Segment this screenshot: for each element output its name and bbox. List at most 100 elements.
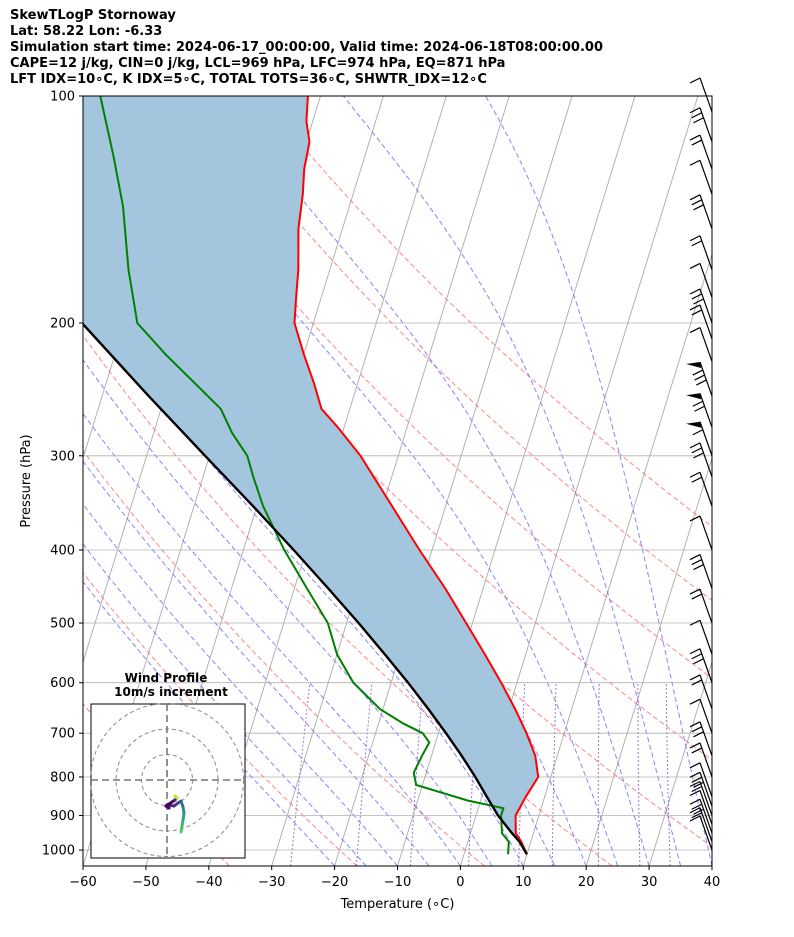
y-tick-label: 300 xyxy=(50,449,75,464)
wind-barb xyxy=(689,262,713,298)
moist-adiabat xyxy=(220,96,650,866)
wind-barb xyxy=(686,421,713,456)
moist-adiabat xyxy=(83,412,461,866)
x-tick-label: 30 xyxy=(641,875,658,890)
isotherm-line xyxy=(397,96,636,866)
wind-barb xyxy=(689,815,713,851)
wind-barb xyxy=(689,288,713,324)
wind-barb xyxy=(689,107,713,142)
wind-barb xyxy=(689,304,713,340)
mixing-ratio-line xyxy=(409,682,424,866)
mixing-ratio-line xyxy=(597,682,600,866)
wind-barb xyxy=(689,742,713,778)
wind-barb xyxy=(689,807,713,842)
y-tick-label: 1000 xyxy=(42,844,75,859)
wind-barb xyxy=(689,762,713,798)
wind-barb xyxy=(689,327,713,362)
hodograph-frame xyxy=(90,703,246,859)
wind-barb xyxy=(686,361,713,397)
x-tick-label: −20 xyxy=(321,875,348,890)
chart-title: SkewTLogP Stornoway xyxy=(10,8,176,23)
y-tick-label: 800 xyxy=(50,770,75,785)
moist-adiabat xyxy=(83,359,493,866)
hodograph-segment xyxy=(173,794,179,800)
chart-title-block: SkewTLogP Stornoway Lat: 58.22 Lon: -6.3… xyxy=(10,8,603,88)
mixing-ratio-line xyxy=(665,682,671,866)
hodograph-ring xyxy=(90,703,244,857)
moist-adiabat xyxy=(127,96,619,866)
hodograph-segment xyxy=(164,798,177,808)
hodograph-title: Wind Profile xyxy=(125,671,208,685)
isotherm-line xyxy=(522,252,712,866)
x-tick-label: 20 xyxy=(578,875,595,890)
mixing-ratio-line xyxy=(290,682,311,866)
x-tick-label: −40 xyxy=(195,875,222,890)
stability-indices: LFT IDX=10∘C, K IDX=5∘C, TOTAL TOTS=36∘C… xyxy=(10,72,487,87)
dry-adiabat xyxy=(83,122,712,761)
wind-barb xyxy=(689,194,713,229)
mixing-ratio-line xyxy=(355,682,373,866)
location-coordinates: Lat: 58.22 Lon: -6.33 xyxy=(10,24,163,39)
mixing-ratio-line xyxy=(637,682,641,866)
x-tick-label: 40 xyxy=(704,875,721,890)
convective-parameters: CAPE=12 j/kg, CIN=0 j/kg, LCL=969 hPa, L… xyxy=(10,56,506,71)
y-tick-label: 100 xyxy=(50,90,75,105)
moist-adiabat xyxy=(83,580,335,866)
isotherm-line xyxy=(0,96,6,866)
temperature-line xyxy=(293,96,540,855)
dewpoint-line xyxy=(99,96,510,855)
wind-barb xyxy=(689,698,713,734)
wind-barb xyxy=(689,235,713,270)
wind-barb xyxy=(689,515,713,551)
wind-barb xyxy=(689,771,713,807)
y-tick-label: 500 xyxy=(50,617,75,632)
y-tick-label: 700 xyxy=(50,727,75,742)
wind-barb xyxy=(689,789,713,825)
wind-barb xyxy=(689,442,713,478)
wind-barb xyxy=(689,798,713,834)
x-tick-label: 10 xyxy=(515,875,532,890)
moist-adiabat xyxy=(485,96,712,866)
y-tick-label: 600 xyxy=(50,676,75,691)
dry-adiabat xyxy=(129,96,712,679)
wind-barb xyxy=(689,159,713,195)
wind-barb xyxy=(689,77,713,113)
wind-barb xyxy=(689,554,713,589)
moist-adiabat xyxy=(343,96,681,866)
wind-barb xyxy=(689,471,713,507)
moist-adiabat xyxy=(83,543,367,866)
dry-adiabat xyxy=(260,96,712,528)
moist-adiabat xyxy=(83,503,398,866)
simulation-times: Simulation start time: 2024-06-17_00:00:… xyxy=(10,40,603,55)
y-tick-label: 400 xyxy=(50,543,75,558)
isotherm-line xyxy=(271,96,510,866)
cape-shading xyxy=(83,96,539,855)
x-tick-label: −10 xyxy=(384,875,411,890)
hodograph-subtitle: 10m/s increment xyxy=(114,685,228,699)
wind-barb xyxy=(689,674,713,710)
wind-barb xyxy=(689,780,713,816)
x-tick-label: −60 xyxy=(69,875,96,890)
wind-barb xyxy=(689,134,713,170)
isotherm-line xyxy=(0,96,69,866)
x-tick-label: −50 xyxy=(132,875,159,890)
wind-barb xyxy=(689,588,713,624)
y-tick-label: 200 xyxy=(50,316,75,331)
mixing-ratio-line xyxy=(551,682,557,866)
isotherm-line xyxy=(334,96,573,866)
isotherm-line xyxy=(585,456,712,866)
y-axis-label: Pressure (hPa) xyxy=(19,434,34,527)
x-tick-label: 0 xyxy=(456,875,464,890)
wind-barb xyxy=(689,648,713,683)
wind-barb xyxy=(689,619,713,655)
isotherm-line xyxy=(775,96,794,866)
isotherm-line xyxy=(648,660,712,866)
wind-barb xyxy=(689,721,713,757)
moist-adiabat xyxy=(83,460,430,866)
x-axis-label: Temperature (∘C) xyxy=(340,897,455,912)
dry-adiabat xyxy=(195,96,712,602)
isotherm-line xyxy=(711,864,712,866)
dry-adiabat xyxy=(83,334,613,866)
parcel-profile-line xyxy=(83,322,528,855)
